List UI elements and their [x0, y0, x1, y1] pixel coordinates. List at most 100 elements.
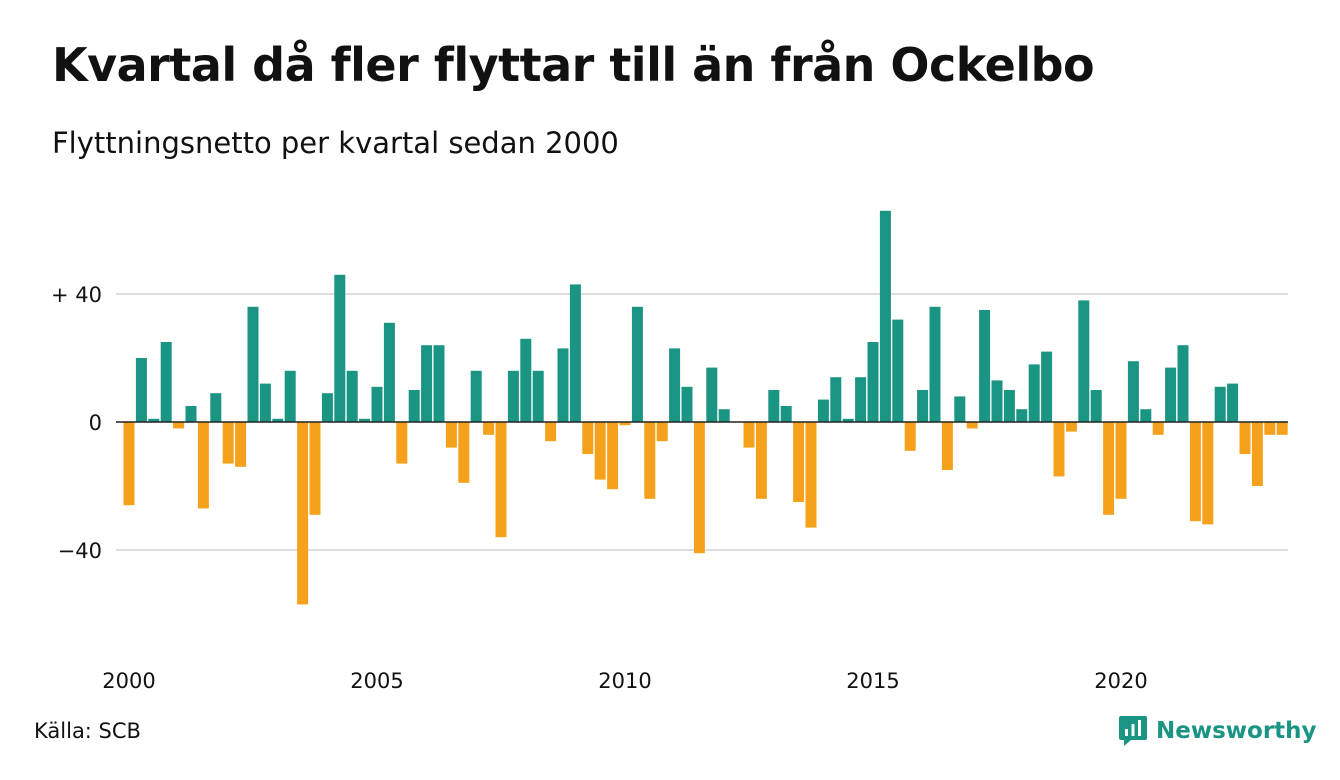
bar — [1239, 422, 1251, 454]
x-tick-label: 2015 — [846, 669, 899, 693]
bar — [222, 422, 234, 464]
bar — [1276, 422, 1288, 435]
bar — [185, 406, 197, 422]
bar — [321, 393, 333, 422]
bar — [1065, 422, 1077, 432]
bar — [545, 422, 557, 442]
x-tick-label: 2020 — [1094, 669, 1147, 693]
bar — [780, 406, 792, 422]
y-tick-label: + 40 — [51, 283, 102, 307]
bar — [855, 377, 867, 422]
bar — [557, 348, 569, 422]
bar — [210, 393, 222, 422]
bar — [1028, 364, 1040, 422]
bar — [830, 377, 842, 422]
bar — [929, 306, 941, 422]
bar — [1003, 390, 1015, 422]
bar — [1078, 300, 1090, 422]
bar — [1264, 422, 1276, 435]
bar — [507, 370, 519, 422]
bar — [917, 390, 929, 422]
bar — [805, 422, 817, 528]
bar — [445, 422, 457, 448]
bar — [483, 422, 495, 435]
bar — [123, 422, 135, 506]
bar — [371, 386, 383, 422]
bar — [1152, 422, 1164, 435]
bar — [470, 370, 482, 422]
bar — [160, 342, 172, 422]
bar — [309, 422, 321, 515]
bar — [1251, 422, 1263, 486]
brand-label: Newsworthy — [1156, 718, 1317, 744]
bar — [879, 210, 891, 422]
x-tick-label: 2005 — [350, 669, 403, 693]
bar — [520, 338, 532, 422]
bar — [1214, 386, 1226, 422]
bar — [867, 342, 879, 422]
bar — [569, 284, 581, 422]
bar — [904, 422, 916, 451]
bar — [532, 370, 544, 422]
bar — [892, 319, 904, 422]
bar — [631, 306, 643, 422]
bar — [247, 306, 259, 422]
y-tick-label: −40 — [58, 539, 102, 563]
bar — [1165, 367, 1177, 422]
bar — [656, 422, 668, 442]
x-axis-labels: 2000 2005 2010 2015 2020 — [102, 669, 1147, 693]
bar — [1227, 383, 1239, 422]
bar — [1127, 361, 1139, 422]
bar — [681, 386, 693, 422]
bar — [991, 380, 1003, 422]
bars — [123, 210, 1288, 605]
bar — [1177, 345, 1189, 422]
bar — [1140, 409, 1152, 422]
bar — [495, 422, 507, 538]
newsworthy-logo-icon — [1119, 716, 1147, 746]
bar — [607, 422, 619, 490]
bar — [297, 422, 309, 605]
bar — [272, 418, 284, 422]
bar — [594, 422, 606, 480]
chart-subtitle: Flyttningsnetto per kvartal sedan 2000 — [52, 126, 619, 160]
brand-logo: Newsworthy — [1118, 713, 1317, 749]
bar — [148, 418, 160, 422]
chart-title: Kvartal då fler flyttar till än från Ock… — [52, 38, 1095, 92]
bar — [173, 422, 185, 429]
bar — [383, 322, 395, 422]
bar — [259, 383, 271, 422]
bar — [954, 396, 966, 422]
x-tick-label: 2000 — [102, 669, 155, 693]
bar — [1189, 422, 1201, 522]
bar — [408, 390, 420, 422]
bar — [1202, 422, 1214, 525]
source-note: Källa: SCB — [34, 719, 141, 743]
bar — [284, 370, 296, 422]
bar — [135, 358, 147, 422]
bar — [1115, 422, 1127, 499]
bar — [235, 422, 247, 467]
bar — [842, 418, 854, 422]
bar — [743, 422, 755, 448]
bar — [966, 422, 978, 429]
bar — [706, 367, 718, 422]
bar — [334, 274, 346, 422]
bar — [755, 422, 767, 499]
bar — [582, 422, 594, 454]
bar — [433, 345, 445, 422]
bar — [1041, 351, 1053, 422]
bar — [458, 422, 470, 483]
bar — [793, 422, 805, 502]
bar — [619, 422, 631, 426]
bar — [396, 422, 408, 464]
y-tick-label: 0 — [89, 411, 102, 435]
bar — [644, 422, 656, 499]
bar — [979, 310, 991, 422]
bar — [421, 345, 433, 422]
bar — [693, 422, 705, 554]
bar — [669, 348, 681, 422]
bar — [817, 399, 829, 422]
bar — [197, 422, 209, 509]
